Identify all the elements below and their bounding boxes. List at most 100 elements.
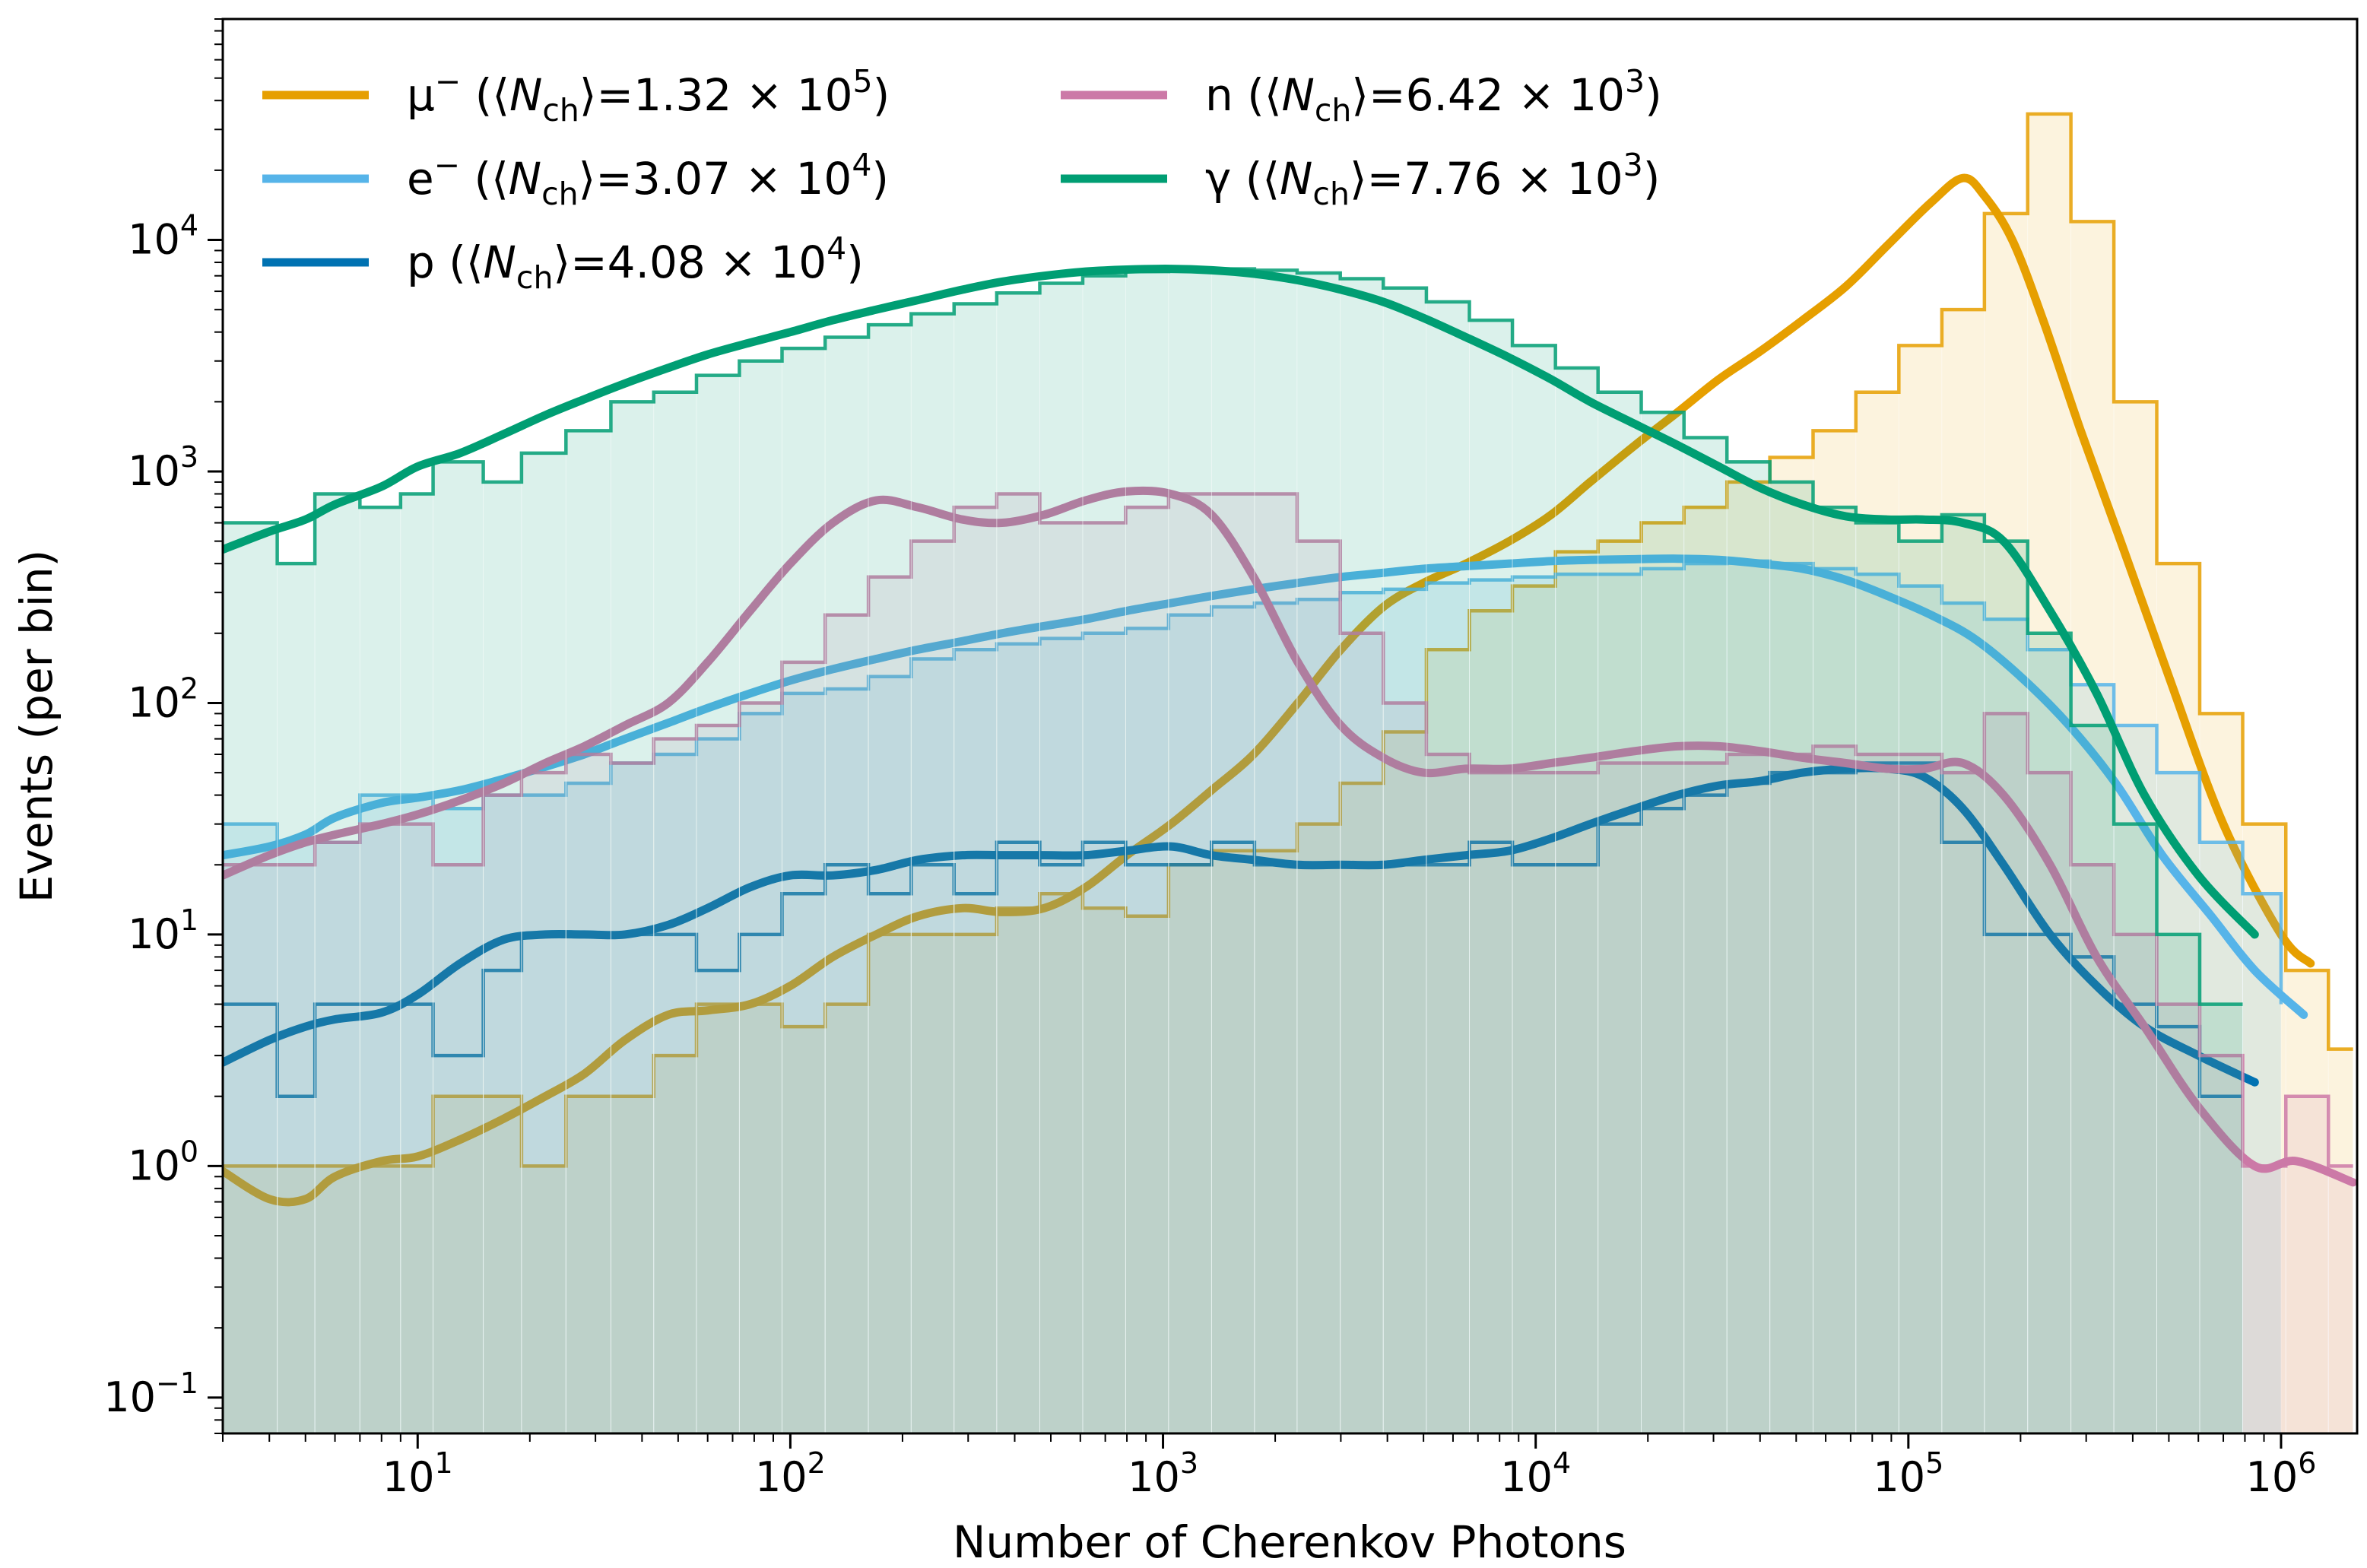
series-3-bar-16 xyxy=(910,541,955,1433)
series-1-bar-13 xyxy=(781,693,826,1433)
series-4-bar-39 xyxy=(1898,541,1943,1433)
series-4-bar-31 xyxy=(1555,367,1599,1433)
series-0-bar-48 xyxy=(2285,970,2329,1433)
series-4-bar-46 xyxy=(2199,1004,2244,1433)
series-3-bar-8 xyxy=(565,754,611,1433)
series-0-bar-28 xyxy=(1426,649,1471,1433)
series-3-bar-4 xyxy=(400,824,434,1433)
y-tick-label: 100 xyxy=(128,1135,198,1189)
series-1-bar-6 xyxy=(483,795,522,1433)
series-3-bar-17 xyxy=(953,506,998,1433)
series-1-bar-39 xyxy=(1898,586,1943,1433)
series-1-bar-38 xyxy=(1855,573,1899,1433)
series-0-bar-5 xyxy=(433,1096,484,1433)
y-axis: 10−1 100 101 102 103 104 xyxy=(103,18,223,1434)
legend-label: p (⟨Nch⟩=4.08 × 104) xyxy=(407,230,864,296)
series-0-bar-23 xyxy=(1210,850,1255,1433)
series-1-bar-19 xyxy=(1039,638,1084,1433)
series-4-bar-38 xyxy=(1855,522,1899,1433)
y-tick-label: 103 xyxy=(128,440,198,495)
series-1-bar-14 xyxy=(824,688,869,1433)
series-4-bar-25 xyxy=(1296,272,1341,1433)
series-0-bar-13 xyxy=(781,1026,826,1433)
series-3-bar-33 xyxy=(1641,763,1685,1433)
y-axis-label: Events (per bin) xyxy=(11,550,62,903)
series-4-bar-5 xyxy=(433,461,484,1433)
series-0-smooth-curve xyxy=(223,173,2315,1207)
series-3-bar-48 xyxy=(2285,1096,2329,1433)
series-3-bar-22 xyxy=(1168,493,1212,1433)
series-3-bar-23 xyxy=(1210,493,1255,1433)
series-4-bar-21 xyxy=(1125,271,1169,1433)
series-1-bar-36 xyxy=(1769,563,1813,1433)
series-0-bar-16 xyxy=(910,934,955,1433)
x-axis: 101 102 103 104 105 106 xyxy=(222,1433,2317,1501)
series-2-smooth-curve xyxy=(223,763,2259,1087)
series-3-bar-10 xyxy=(653,738,697,1433)
series-0 xyxy=(223,112,2354,1433)
legend: μ− (⟨Nch⟩=1.32 × 105) e− (⟨Nch⟩=3.07 × 10… xyxy=(262,63,1662,296)
series-1-bar-31 xyxy=(1555,573,1599,1433)
series-4-bar-30 xyxy=(1512,344,1556,1433)
series-3-bar-39 xyxy=(1898,754,1943,1433)
series-1 xyxy=(223,554,2308,1433)
series-3-bar-35 xyxy=(1726,754,1771,1433)
series-4-bar-11 xyxy=(696,375,740,1433)
x-tick-label: 106 xyxy=(2246,1446,2317,1501)
series-4-bar-1 xyxy=(277,563,316,1433)
series-0-bar-0 xyxy=(223,1165,278,1433)
series-0-bar-12 xyxy=(738,1004,782,1433)
series-3-bar-14 xyxy=(824,614,869,1433)
series-0-bar-1 xyxy=(277,1165,316,1433)
series-4-histogram-step xyxy=(223,267,2243,1006)
series-3-bar-2 xyxy=(314,842,360,1433)
series-3-bar-29 xyxy=(1469,772,1513,1433)
series-1-bar-40 xyxy=(1941,602,1985,1433)
series-0-bar-34 xyxy=(1683,506,1728,1433)
y-tick-label: 10−1 xyxy=(103,1366,198,1421)
series-4-bar-40 xyxy=(1941,514,1985,1433)
series-1-bar-3 xyxy=(359,795,401,1433)
series-0-bar-10 xyxy=(653,1055,697,1433)
series-3-bar-7 xyxy=(521,772,566,1433)
series-4-bar-18 xyxy=(996,292,1040,1433)
series-3-bar-37 xyxy=(1812,745,1857,1433)
series-4-bar-19 xyxy=(1039,282,1084,1433)
series-1-bar-43 xyxy=(2070,684,2115,1433)
series-1-bar-7 xyxy=(521,795,566,1433)
series-0-bar-2 xyxy=(314,1165,360,1433)
series-0-bar-4 xyxy=(400,1165,434,1433)
series-3-histogram-step xyxy=(223,492,2353,1168)
y-tick-label: 104 xyxy=(128,209,198,264)
series-4-bar-8 xyxy=(565,430,611,1433)
series-0-bar-49 xyxy=(2327,1049,2354,1433)
series-1-bar-24 xyxy=(1254,602,1298,1433)
x-tick-label: 105 xyxy=(1873,1446,1943,1501)
series-1-bar-9 xyxy=(610,763,655,1433)
series-1-bar-21 xyxy=(1125,627,1169,1433)
series-1-bar-20 xyxy=(1082,633,1126,1433)
series-0-bar-31 xyxy=(1555,551,1599,1433)
series-layer xyxy=(223,112,2357,1433)
legend-item-3: n (⟨Nch⟩=6.42 × 103) xyxy=(1061,63,1662,129)
legend-label: μ− (⟨Nch⟩=1.32 × 105) xyxy=(407,63,890,129)
series-4-bar-24 xyxy=(1254,269,1298,1433)
series-4-bar-42 xyxy=(2027,633,2072,1433)
series-4-bar-34 xyxy=(1683,437,1728,1433)
series-4-bar-41 xyxy=(1984,541,2029,1433)
series-1-bar-33 xyxy=(1641,568,1685,1433)
series-3-bar-20 xyxy=(1082,522,1126,1433)
series-0-bar-39 xyxy=(1898,344,1943,1433)
series-3-bar-30 xyxy=(1512,772,1556,1433)
series-1-bar-4 xyxy=(400,795,434,1433)
series-3-bar-13 xyxy=(781,662,826,1433)
series-4-bar-35 xyxy=(1726,461,1771,1433)
series-3-bar-34 xyxy=(1683,763,1728,1433)
legend-item-1: e− (⟨Nch⟩=3.07 × 104) xyxy=(262,147,889,212)
series-0-bar-22 xyxy=(1168,864,1212,1433)
series-4-bar-2 xyxy=(314,493,360,1433)
series-1-bar-18 xyxy=(996,643,1040,1433)
x-tick-label: 102 xyxy=(755,1446,826,1501)
plot-frame xyxy=(221,17,2359,1435)
